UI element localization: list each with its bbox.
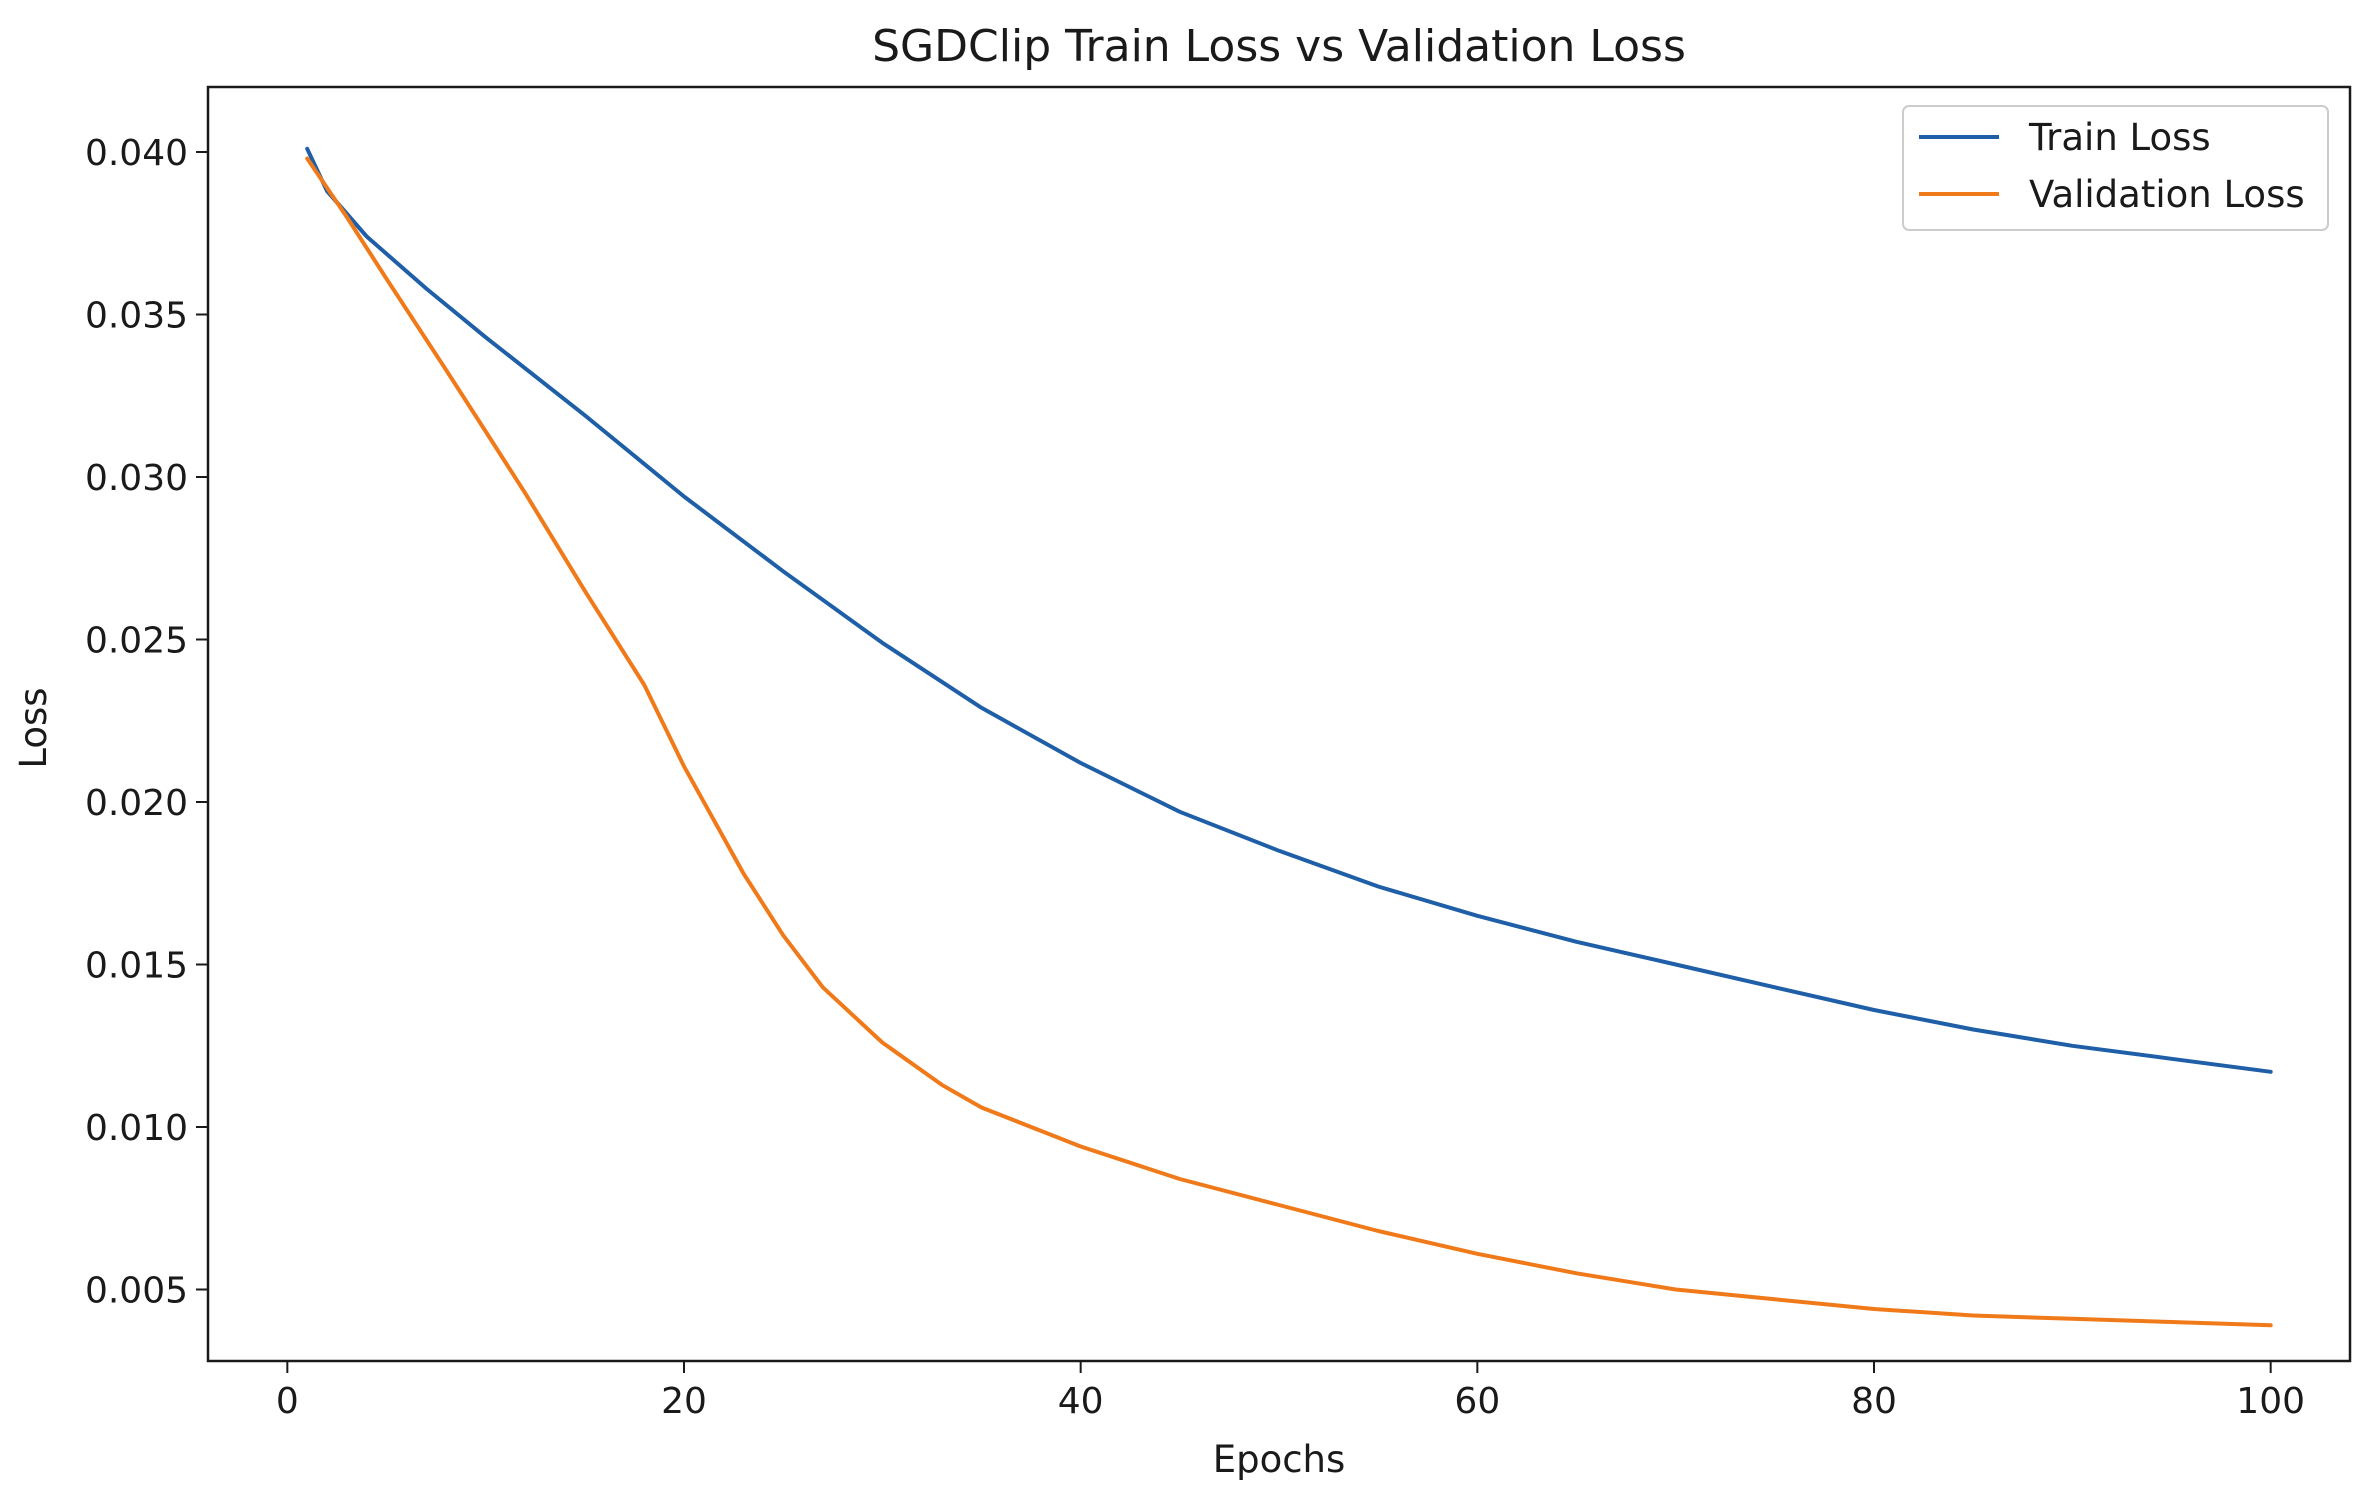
y-tick-label: 0.015 — [85, 946, 188, 987]
x-tick-label: 100 — [2236, 1381, 2305, 1422]
x-tick-label: 80 — [1851, 1381, 1897, 1422]
legend-box — [1902, 105, 2329, 231]
plot-frame — [206, 85, 2352, 1363]
y-axis-title: Loss — [12, 687, 55, 768]
y-tick-label: 0.005 — [85, 1271, 188, 1312]
x-tick-label: 60 — [1454, 1381, 1500, 1422]
y-tick-label: 0.035 — [85, 296, 188, 337]
legend-label-validation-loss: Validation Loss — [2029, 173, 2305, 216]
y-tick-label: 0.030 — [85, 458, 188, 499]
legend: Train Loss Validation Loss — [1902, 105, 2329, 231]
y-tick-label: 0.040 — [85, 133, 188, 174]
series-line-validation-loss — [305, 156, 2273, 1328]
x-tick-label: 0 — [276, 1381, 299, 1422]
x-axis-title: Epochs — [1213, 1438, 1346, 1481]
plot-area — [206, 85, 2352, 1363]
x-axis: 0 20 40 60 80 100 — [276, 1361, 2305, 1422]
y-tick-label: 0.010 — [85, 1108, 188, 1149]
legend-label-train-loss: Train Loss — [2028, 116, 2211, 159]
series-line-train-loss — [305, 146, 2273, 1074]
series-layer — [305, 146, 2273, 1328]
chart-title: SGDClip Train Loss vs Validation Loss — [872, 21, 1686, 72]
y-axis: 0.005 0.010 0.015 0.020 0.025 0.030 0.035 0.040 — [85, 133, 208, 1312]
x-tick-label: 40 — [1058, 1381, 1104, 1422]
x-tick-label: 20 — [661, 1381, 707, 1422]
y-tick-label: 0.020 — [85, 783, 188, 824]
y-tick-label: 0.025 — [85, 621, 188, 662]
